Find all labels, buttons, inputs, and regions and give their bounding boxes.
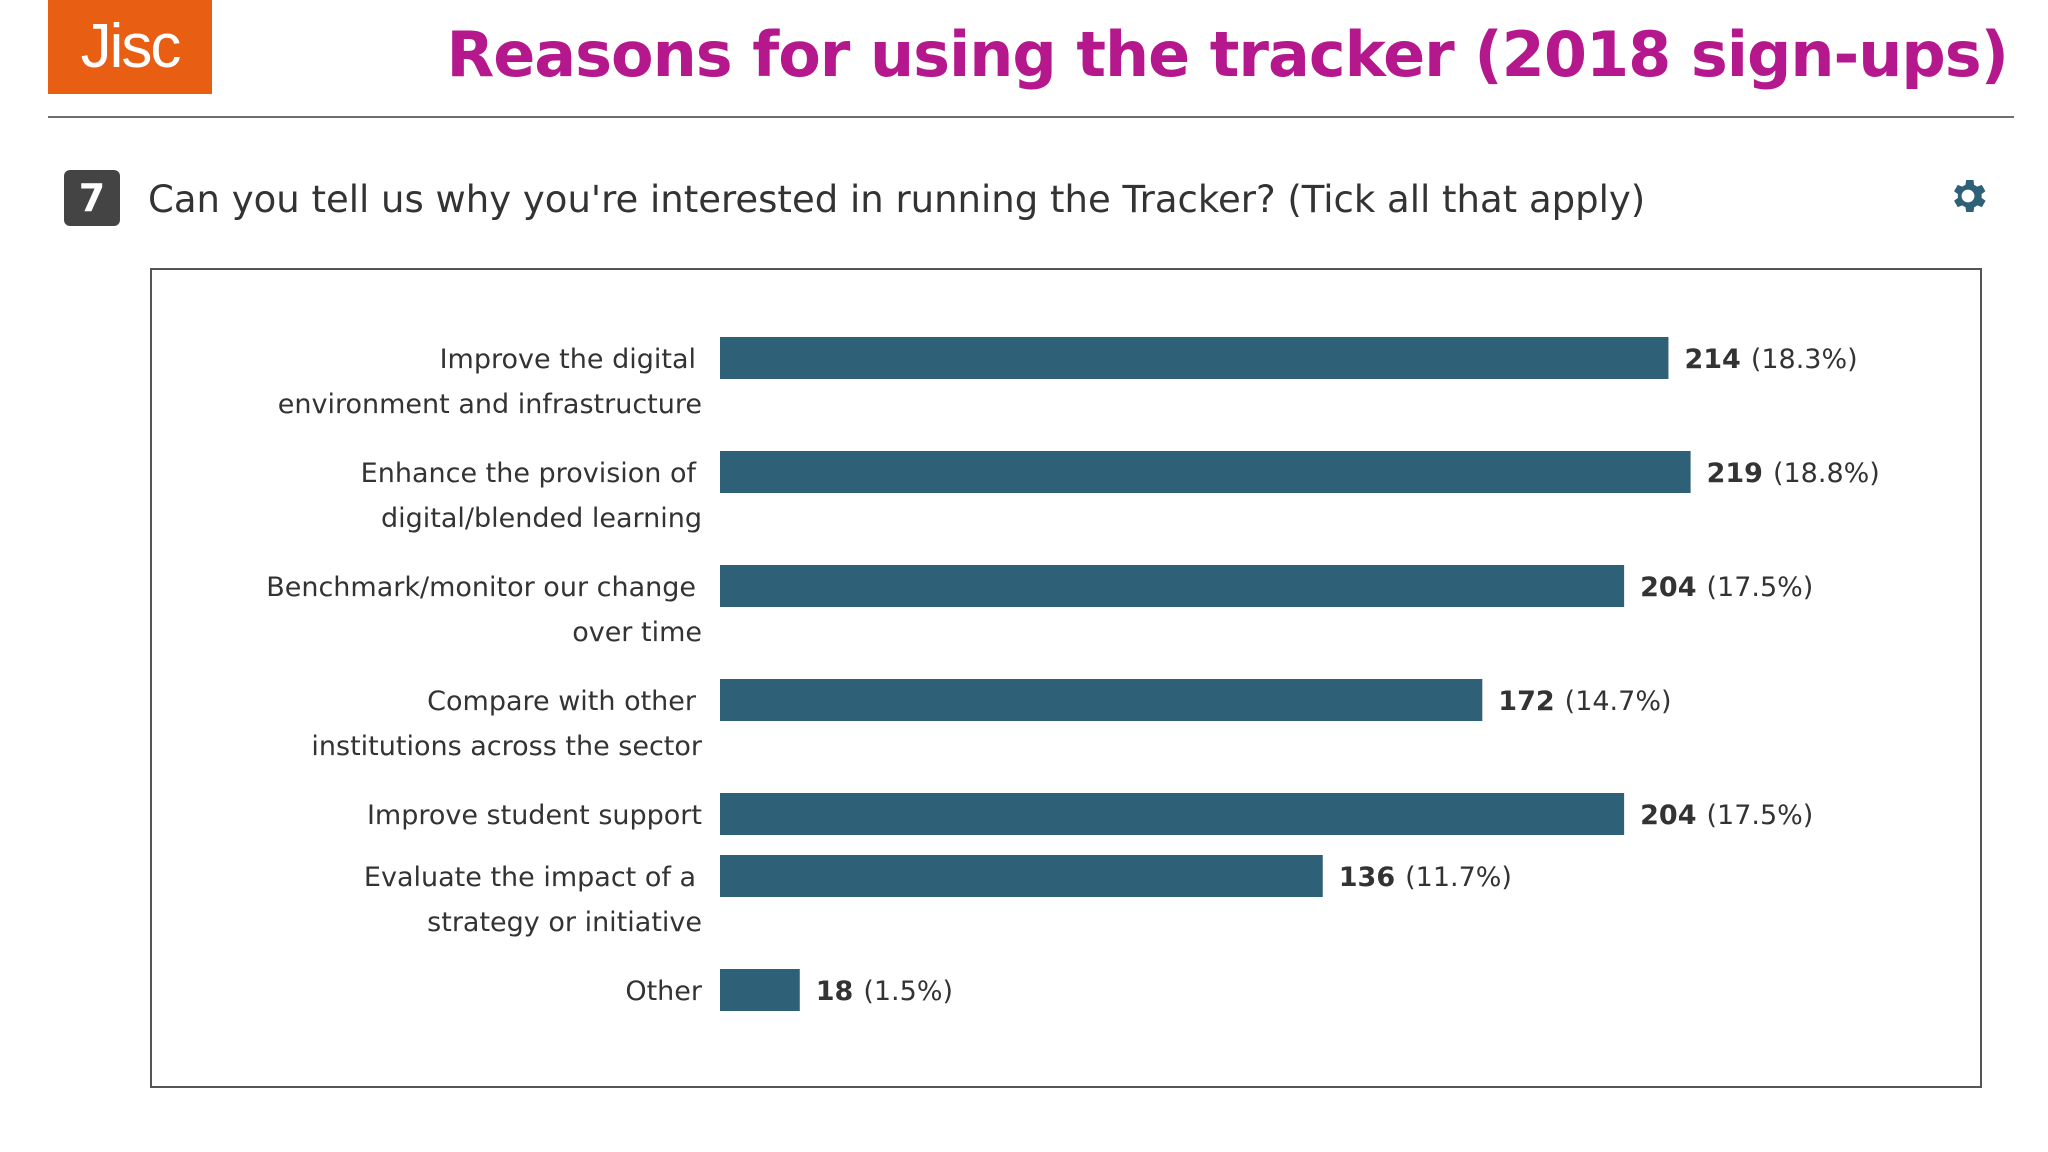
slide-title: Reasons for using the tracker (2018 sign… xyxy=(446,18,2009,91)
value-count-1: 219 xyxy=(1707,458,1763,489)
bar-6 xyxy=(720,969,800,1011)
value-count-2: 204 xyxy=(1640,572,1696,603)
bar-2 xyxy=(720,565,1625,607)
gear-icon[interactable] xyxy=(1946,174,1990,218)
bar-3 xyxy=(720,679,1483,721)
value-percent-6: (1.5%) xyxy=(863,976,953,1007)
value-percent-2: (17.5%) xyxy=(1707,572,1814,603)
bar-0 xyxy=(720,337,1669,379)
value-percent-3: (14.7%) xyxy=(1565,686,1672,717)
value-percent-5: (11.7%) xyxy=(1405,862,1512,893)
value-count-0: 214 xyxy=(1684,344,1740,375)
chart-frame: 214 (18.3%) Improve the digital environment… xyxy=(150,268,1982,1088)
category-label-6: Other xyxy=(625,976,703,1007)
category-label-5: Evaluate the impact of a strategy or init… xyxy=(364,862,702,938)
value-percent-4: (17.5%) xyxy=(1707,800,1814,831)
question-text: Can you tell us why you're interested in… xyxy=(148,178,1646,221)
category-label-0: Improve the digital environment and infra… xyxy=(278,344,702,420)
category-label-2: Benchmark/monitor our change over time xyxy=(266,572,702,648)
category-label-1: Enhance the provision of digital/blended … xyxy=(361,458,702,534)
data-label-6: 18 (1.5%) xyxy=(816,976,953,1007)
value-count-3: 172 xyxy=(1498,686,1554,717)
data-label-3: 172 (14.7%) xyxy=(1498,686,1671,717)
bar-5 xyxy=(720,855,1323,897)
data-label-4: 204 (17.5%) xyxy=(1640,800,1813,831)
title-divider xyxy=(48,116,2014,118)
value-count-5: 136 xyxy=(1339,862,1395,893)
data-label-1: 219 (18.8%) xyxy=(1707,458,1880,489)
value-count-4: 204 xyxy=(1640,800,1696,831)
data-label-2: 204 (17.5%) xyxy=(1640,572,1813,603)
value-percent-1: (18.8%) xyxy=(1773,458,1880,489)
bar-chart: 214 (18.3%) Improve the digital environment… xyxy=(266,337,1880,1011)
value-percent-0: (18.3%) xyxy=(1751,344,1858,375)
category-label-3: Compare with other institutions across th… xyxy=(311,686,702,762)
bar-1 xyxy=(720,451,1691,493)
bar-4 xyxy=(720,793,1625,835)
jisc-logo: Jisc xyxy=(48,0,212,94)
category-label-4: Improve student support xyxy=(367,800,702,831)
question-number-badge: 7 xyxy=(64,170,120,226)
data-label-0: 214 (18.3%) xyxy=(1684,344,1857,375)
value-count-6: 18 xyxy=(816,976,854,1007)
data-label-5: 136 (11.7%) xyxy=(1339,862,1512,893)
